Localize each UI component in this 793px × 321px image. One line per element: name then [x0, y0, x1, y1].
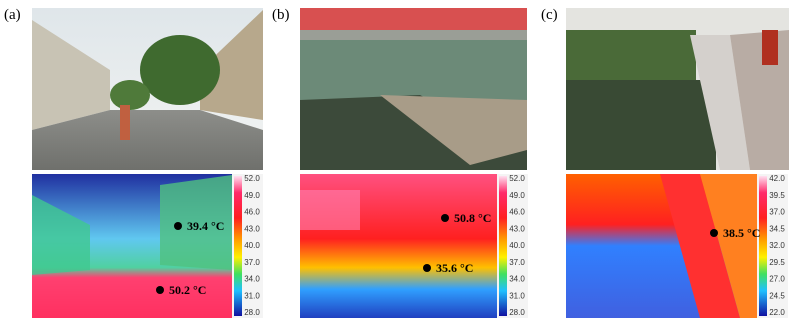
- colorbar-label: 34.0: [244, 275, 260, 284]
- panel-label: (c): [541, 7, 558, 23]
- marker: [156, 286, 164, 294]
- colorbar-label: 31.0: [244, 291, 260, 300]
- panel-label: (a): [4, 7, 21, 23]
- colorbar-label: 40.0: [244, 241, 260, 250]
- temperature-label: 39.4 °C: [187, 219, 224, 233]
- colorbar-label: 49.0: [244, 191, 260, 200]
- photo-a: [32, 8, 263, 170]
- marker: [710, 229, 718, 237]
- temperature-label: 35.6 °C: [436, 261, 473, 275]
- colorbar-label: 29.5: [769, 258, 785, 267]
- temperature-label: 50.2 °C: [169, 283, 206, 297]
- colorbar-label: 28.0: [509, 308, 525, 317]
- marker: [441, 214, 449, 222]
- temperature-label: 38.5 °C: [723, 226, 760, 240]
- thermal-c: [566, 174, 757, 318]
- colorbar-label: 34.5: [769, 224, 785, 233]
- colorbar-label: 32.0: [769, 241, 785, 250]
- colorbar-label: 37.0: [244, 258, 260, 267]
- colorbar-label: 28.0: [244, 308, 260, 317]
- colorbar-label: 52.0: [509, 174, 525, 183]
- colorbar-label: 46.0: [244, 208, 260, 217]
- colorbar: [759, 176, 767, 316]
- colorbar-label: 52.0: [244, 174, 260, 183]
- panel-label: (b): [272, 7, 290, 23]
- colorbar-label: 37.0: [769, 208, 785, 217]
- figure: (a) 52.0 49.0 46.0 43.0 40.0 37.0 34.0 31.0 28.0 3…: [0, 0, 793, 321]
- colorbar-label: 31.0: [509, 291, 525, 300]
- photo-c: [566, 8, 789, 170]
- colorbar-label: 42.0: [769, 174, 785, 183]
- photo-b: [300, 8, 527, 170]
- colorbar-label: 39.5: [769, 191, 785, 200]
- colorbar-label: 37.0: [509, 258, 525, 267]
- colorbar-label: 24.5: [769, 291, 785, 300]
- colorbar-label: 34.0: [509, 275, 525, 284]
- colorbar-label: 22.0: [769, 308, 785, 317]
- colorbar-label: 40.0: [509, 241, 525, 250]
- temperature-label: 50.8 °C: [454, 211, 491, 225]
- colorbar-label: 43.0: [244, 224, 260, 233]
- colorbar-label: 27.0: [769, 275, 785, 284]
- colorbar-label: 49.0: [509, 191, 525, 200]
- colorbar-label: 46.0: [509, 208, 525, 217]
- colorbar: [234, 176, 242, 316]
- colorbar: [499, 176, 507, 316]
- thermal-b: [300, 174, 497, 318]
- colorbar-label: 43.0: [509, 224, 525, 233]
- marker: [174, 222, 182, 230]
- marker: [423, 264, 431, 272]
